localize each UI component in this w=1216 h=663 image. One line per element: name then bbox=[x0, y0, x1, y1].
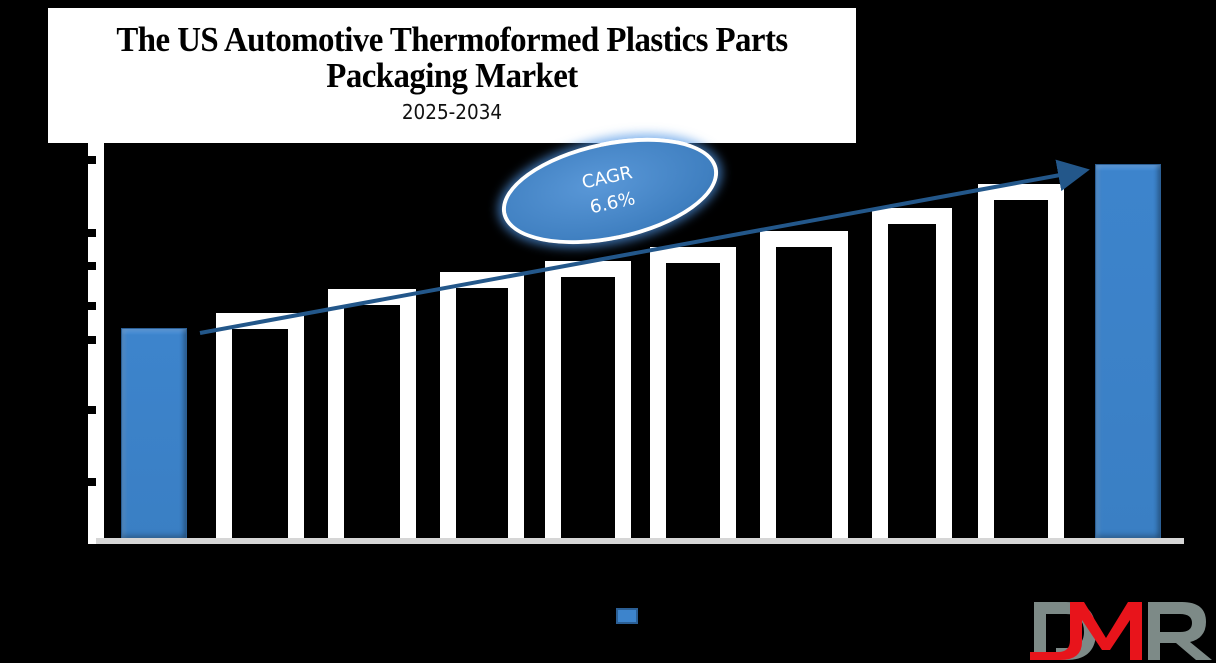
legend-marker-icon bbox=[616, 608, 638, 624]
bar-2034 bbox=[1095, 164, 1161, 540]
bar-2032 bbox=[872, 208, 952, 540]
y-tick bbox=[88, 156, 96, 164]
bar-2030 bbox=[650, 247, 736, 540]
chart-title-box: The US Automotive Thermoformed Plastics … bbox=[48, 8, 856, 143]
y-tick bbox=[88, 229, 96, 237]
logo-letter-r bbox=[1148, 602, 1212, 660]
y-tick bbox=[88, 262, 96, 270]
chart-subtitle: 2025-2034 bbox=[401, 100, 503, 124]
bar-2033 bbox=[978, 184, 1064, 540]
y-tick bbox=[88, 302, 96, 310]
y-tick bbox=[88, 406, 96, 414]
chart-title-line-1: The US Automotive Thermoformed Plastics … bbox=[116, 20, 788, 59]
y-tick bbox=[88, 478, 96, 486]
y-tick bbox=[88, 336, 96, 344]
bar-2027 bbox=[328, 289, 416, 540]
bar-2031 bbox=[760, 231, 848, 540]
logo-letter-m bbox=[1030, 602, 1142, 660]
chart-title-line-2: Packaging Market bbox=[326, 56, 578, 95]
bar-2025 bbox=[121, 328, 187, 540]
dmr-logo bbox=[1030, 602, 1212, 660]
y-axis bbox=[88, 143, 104, 544]
x-axis-baseline bbox=[96, 538, 1184, 544]
bar-2028 bbox=[440, 272, 524, 540]
bar-2029 bbox=[545, 261, 631, 540]
